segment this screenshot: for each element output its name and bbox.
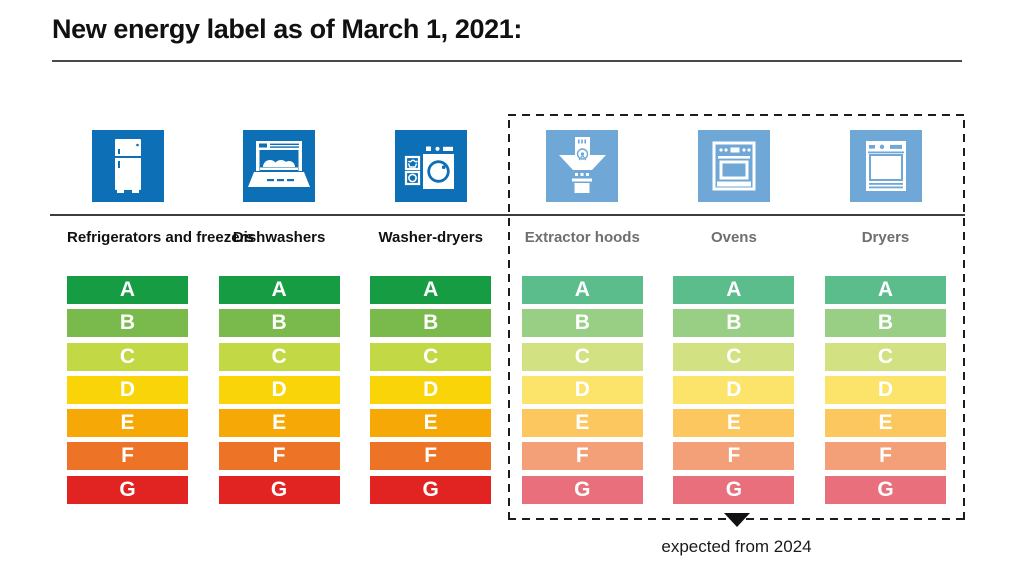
rating-bar-b: B (825, 309, 946, 338)
footnote: expected from 2024 (661, 537, 812, 556)
rating-bar-e: E (370, 409, 492, 438)
rating-bar-e: E (218, 409, 340, 438)
rating-bar-f: F (218, 442, 340, 471)
rating-bar-d: D (825, 375, 946, 404)
category-label: Refrigerators and freezers (67, 229, 254, 246)
rating-bar-f: F (673, 442, 795, 471)
washer-dryer-icon (394, 130, 467, 202)
rating-bar-f: F (67, 442, 188, 471)
rating-bar-g: G (825, 475, 946, 504)
page-title: New energy label as of March 1, 2021: (52, 14, 522, 44)
rating-bar-a: A (67, 276, 188, 304)
rating-bar-e: E (521, 409, 643, 438)
dishwasher-icon (243, 130, 316, 202)
rating-bar-e: E (825, 409, 946, 438)
rating-bar-c: C (673, 342, 795, 371)
rating-bar-g: G (67, 475, 188, 504)
category-label: Dryers (861, 229, 910, 246)
rating-bar-b: B (673, 309, 795, 338)
oven-icon (697, 130, 770, 202)
rating-bar-a: A (521, 276, 643, 304)
rating-bar-b: B (521, 309, 643, 338)
rating-bar-g: G (370, 475, 492, 504)
rating-bar-d: D (673, 375, 795, 404)
rating-bar-d: D (521, 375, 643, 404)
category-label: Extractor hoods (524, 229, 640, 246)
rating-bar-e: E (67, 409, 188, 438)
rating-bar-a: A (673, 276, 795, 304)
rating-bar-f: F (370, 442, 492, 471)
rating-bar-b: B (218, 309, 340, 338)
rating-bar-c: C (521, 342, 643, 371)
refrigerator-icon (91, 130, 164, 202)
rating-bar-b: B (370, 309, 492, 338)
rating-bar-a: A (370, 276, 492, 304)
rating-bar-e: E (673, 409, 795, 438)
extractor-hood-icon (546, 130, 619, 202)
rating-bar-g: G (673, 475, 795, 504)
rating-bar-c: C (67, 342, 188, 371)
rating-bar-f: F (521, 442, 643, 471)
rating-bar-b: B (67, 309, 188, 338)
rating-bar-a: A (218, 276, 340, 304)
rating-bar-c: C (370, 342, 492, 371)
rating-bar-c: C (825, 342, 946, 371)
appliances-divider (50, 214, 965, 216)
rating-bar-d: D (370, 375, 492, 404)
category-label: Ovens (710, 229, 757, 246)
rating-bar-c: C (218, 342, 340, 371)
category-label: Washer-dryers (378, 229, 483, 246)
dryer-icon (849, 130, 922, 202)
title-underline (52, 60, 962, 62)
category-label: Dishwashers (232, 229, 326, 246)
rating-bar-d: D (218, 375, 340, 404)
rating-bar-g: G (521, 475, 643, 504)
rating-bar-f: F (825, 442, 946, 471)
rating-bar-a: A (825, 276, 946, 304)
down-arrow-icon (724, 513, 750, 527)
rating-bar-d: D (67, 375, 188, 404)
rating-bar-g: G (218, 475, 340, 504)
